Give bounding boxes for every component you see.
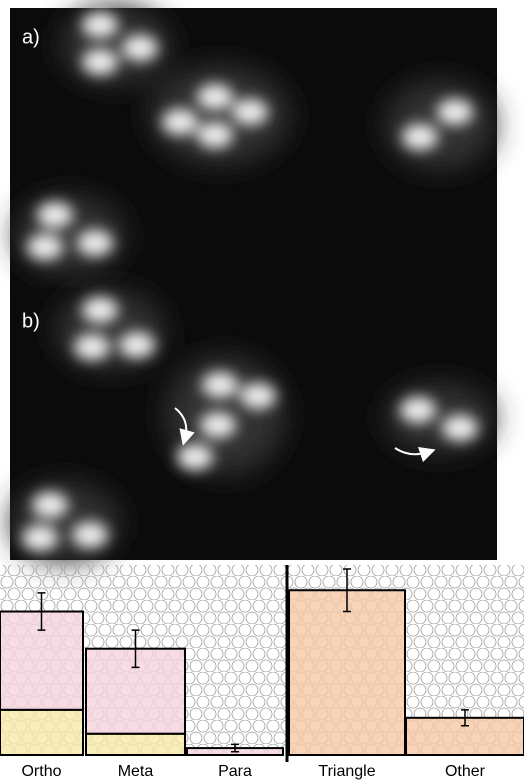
x-tick-label: Other xyxy=(445,763,486,780)
panel-label: b) xyxy=(22,310,40,332)
stm-panel-a: a) xyxy=(10,5,497,288)
stm-panel-b: b) xyxy=(10,288,497,562)
bar-segment xyxy=(0,710,83,755)
page: {"panel_labels": ["a)", "b)"], "chart_da… xyxy=(0,0,524,783)
x-tick-label: Triangle xyxy=(318,763,375,780)
x-tick-label: Para xyxy=(218,763,252,780)
bar-segment xyxy=(289,590,405,755)
x-tick-label: Meta xyxy=(118,763,154,780)
figure: a) b) Ortho Meta Para Triangle Other xyxy=(0,0,524,783)
bar-segment xyxy=(86,734,185,755)
panel-label: a) xyxy=(22,26,40,48)
x-tick-label: Ortho xyxy=(21,763,61,780)
